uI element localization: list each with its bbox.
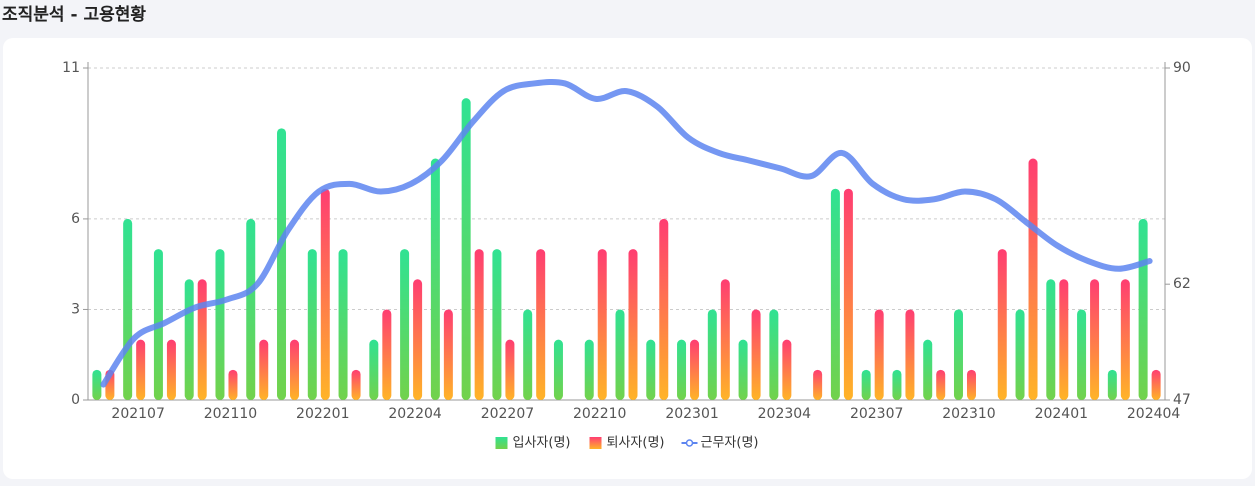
bar bbox=[751, 309, 761, 400]
bar bbox=[830, 188, 840, 400]
bar bbox=[461, 98, 471, 400]
bar bbox=[369, 339, 379, 400]
bar bbox=[861, 369, 871, 400]
legend-swatch bbox=[685, 439, 694, 447]
x-tick-label: 202204 bbox=[388, 406, 442, 422]
bar bbox=[338, 249, 348, 400]
x-tick-label: 202401 bbox=[1035, 406, 1088, 422]
bar bbox=[966, 369, 976, 400]
bar bbox=[769, 309, 779, 400]
bar bbox=[382, 309, 392, 400]
bar bbox=[615, 309, 625, 400]
bar bbox=[307, 249, 317, 400]
bar bbox=[166, 339, 176, 400]
bar bbox=[813, 369, 823, 400]
y-tick-label: 0 bbox=[71, 392, 80, 408]
legend-swatch bbox=[589, 437, 602, 449]
bar bbox=[874, 309, 884, 400]
bar bbox=[782, 339, 792, 400]
bar bbox=[1107, 369, 1117, 400]
bar bbox=[320, 188, 330, 400]
x-tick-label: 202107 bbox=[111, 406, 164, 422]
bar bbox=[505, 339, 515, 400]
legend-label: 입사자(명) bbox=[513, 436, 571, 451]
bar bbox=[228, 369, 238, 400]
bar bbox=[936, 369, 946, 400]
bar bbox=[136, 339, 146, 400]
bar bbox=[1138, 218, 1148, 400]
line bbox=[100, 78, 1153, 388]
bar bbox=[553, 339, 563, 400]
bar bbox=[259, 339, 269, 400]
bar bbox=[905, 309, 915, 400]
bar bbox=[351, 369, 361, 400]
x-tick-label: 202110 bbox=[204, 406, 257, 422]
x-tick-label: 202210 bbox=[573, 406, 626, 422]
bar bbox=[628, 249, 638, 400]
y2-tick-label: 47 bbox=[1173, 392, 1191, 408]
bar bbox=[659, 218, 669, 400]
bar bbox=[690, 339, 700, 400]
x-tick-label: 202304 bbox=[758, 406, 812, 422]
y2-tick-label: 62 bbox=[1173, 276, 1191, 292]
bar bbox=[443, 309, 453, 400]
bar bbox=[290, 339, 300, 400]
bar bbox=[720, 279, 730, 400]
bar bbox=[953, 309, 963, 400]
bar bbox=[1090, 279, 1100, 400]
bar bbox=[997, 249, 1007, 400]
bar bbox=[923, 339, 933, 400]
x-tick-label: 202310 bbox=[942, 406, 995, 422]
bar bbox=[215, 249, 225, 400]
legend-swatch bbox=[495, 437, 508, 449]
x-tick-label: 202404 bbox=[1127, 406, 1181, 422]
bar bbox=[1077, 309, 1087, 400]
bar bbox=[1059, 279, 1069, 400]
bar bbox=[400, 249, 410, 400]
bar bbox=[184, 279, 194, 400]
bar bbox=[536, 249, 546, 400]
bar bbox=[246, 218, 256, 400]
y-tick-label: 6 bbox=[71, 211, 80, 227]
bar bbox=[523, 309, 533, 400]
bar bbox=[92, 369, 102, 400]
bar bbox=[123, 218, 133, 400]
legend-label: 퇴사자(명) bbox=[607, 436, 665, 451]
y2-tick-label: 90 bbox=[1173, 60, 1191, 76]
legend-label: 근무자(명) bbox=[701, 436, 759, 451]
x-tick-label: 202201 bbox=[296, 406, 349, 422]
bar bbox=[474, 249, 484, 400]
bar bbox=[597, 249, 607, 400]
y-tick-label: 3 bbox=[71, 301, 80, 317]
bar bbox=[892, 369, 902, 400]
bar bbox=[1151, 369, 1161, 400]
x-tick-label: 202301 bbox=[665, 406, 718, 422]
bar bbox=[707, 309, 717, 400]
bar bbox=[1028, 158, 1038, 400]
bar bbox=[1015, 309, 1025, 400]
bar bbox=[738, 339, 748, 400]
bar bbox=[413, 279, 423, 400]
y-tick-label: 11 bbox=[62, 60, 80, 76]
bar bbox=[843, 188, 853, 400]
bar bbox=[197, 279, 207, 400]
bar bbox=[277, 128, 287, 400]
bar bbox=[1120, 279, 1130, 400]
chart-title: 조직분석 - 고용현황 bbox=[2, 5, 146, 25]
x-tick-label: 202207 bbox=[481, 406, 534, 422]
bar bbox=[646, 339, 656, 400]
x-tick-label: 202307 bbox=[850, 406, 903, 422]
bar bbox=[492, 249, 502, 400]
bar bbox=[1046, 279, 1056, 400]
bar bbox=[677, 339, 687, 400]
bar bbox=[584, 339, 594, 400]
bar bbox=[430, 158, 440, 400]
